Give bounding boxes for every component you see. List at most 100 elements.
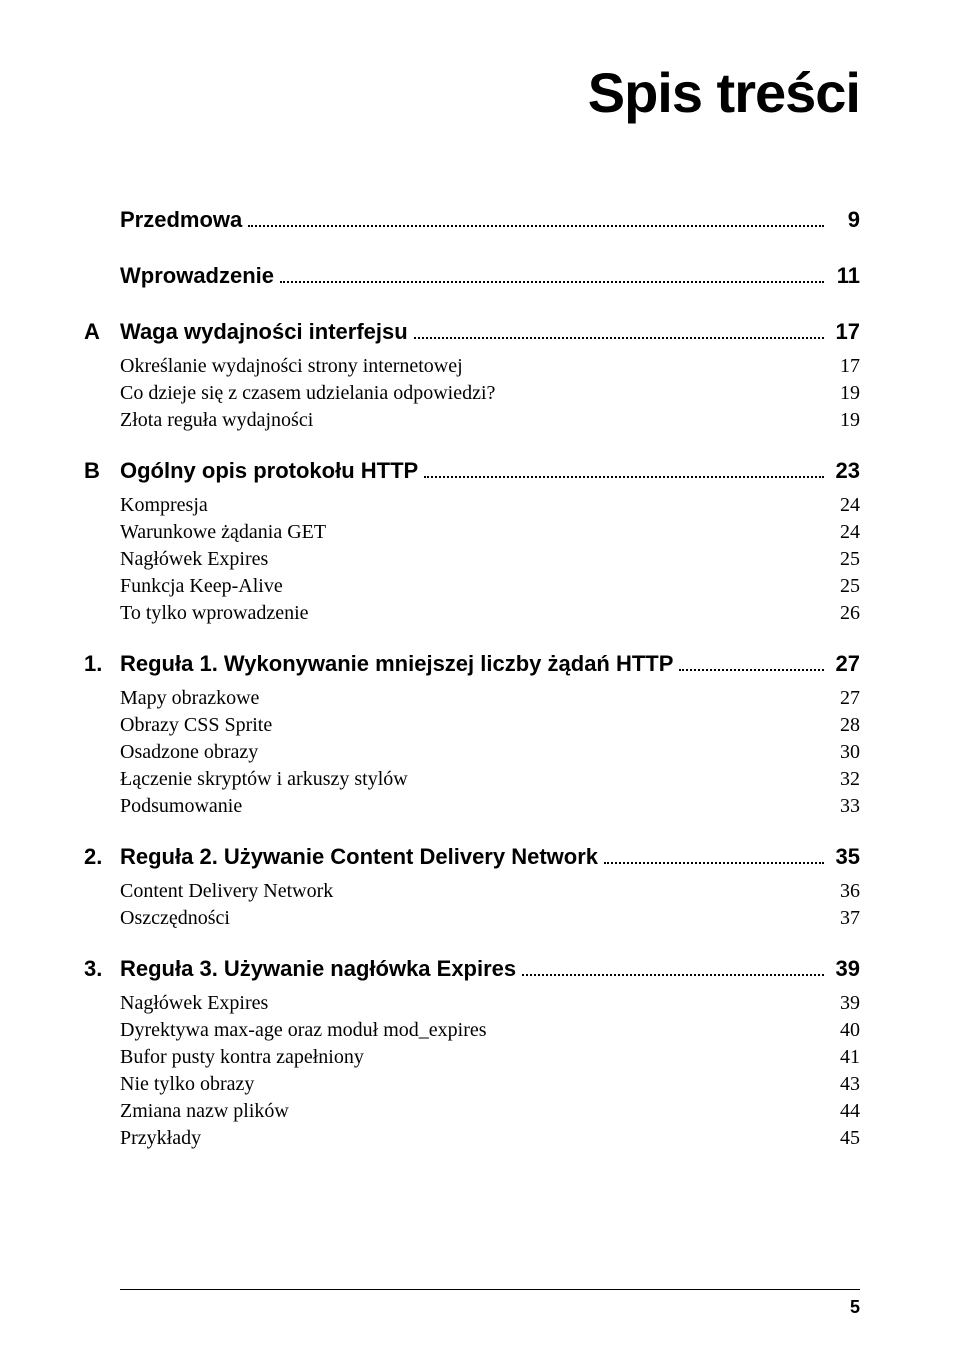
toc-label: Przedmowa	[120, 207, 242, 233]
toc-page: 17	[830, 355, 860, 378]
toc-label: Nagłówek Expires	[120, 548, 268, 571]
toc-label: Złota reguła wydajności	[120, 409, 313, 432]
toc-page: 25	[830, 548, 860, 571]
toc-page: 39	[830, 992, 860, 1015]
toc-label: Nie tylko obrazy	[120, 1073, 254, 1096]
toc-leader-dots	[522, 954, 824, 976]
toc-entry: Nie tylko obrazy 43	[120, 1073, 860, 1096]
toc-entry: 2.Reguła 2. Używanie Content Delivery Ne…	[84, 842, 860, 870]
toc-label: Ogólny opis protokołu HTTP	[120, 458, 418, 484]
toc-label: Wprowadzenie	[120, 263, 274, 289]
toc-page: 11	[830, 263, 860, 289]
table-of-contents: Przedmowa9Wprowadzenie11AWaga wydajności…	[120, 205, 860, 1150]
toc-page: 28	[830, 714, 860, 737]
toc-label: Content Delivery Network	[120, 880, 333, 903]
toc-page: 43	[830, 1073, 860, 1096]
toc-label: Bufor pusty kontra zapełniony	[120, 1046, 364, 1069]
toc-label: Podsumowanie	[120, 795, 242, 818]
toc-entry: Mapy obrazkowe 27	[120, 687, 860, 710]
toc-label: Określanie wydajności strony internetowe…	[120, 355, 463, 378]
toc-label: Oszczędności	[120, 907, 230, 930]
toc-leader-dots	[414, 317, 824, 339]
toc-entry: Zmiana nazw plików 44	[120, 1100, 860, 1123]
toc-leader-dots	[679, 649, 824, 671]
toc-label: Warunkowe żądania GET	[120, 521, 326, 544]
toc-label: Obrazy CSS Sprite	[120, 714, 272, 737]
toc-entry: 1.Reguła 1. Wykonywanie mniejszej liczby…	[84, 649, 860, 677]
toc-label: Kompresja	[120, 494, 208, 517]
toc-page: 23	[830, 458, 860, 484]
toc-page: 40	[830, 1019, 860, 1042]
toc-page: 37	[830, 907, 860, 930]
toc-leader-dots	[604, 842, 824, 864]
toc-page: 41	[830, 1046, 860, 1069]
toc-entry: AWaga wydajności interfejsu 17	[84, 317, 860, 345]
toc-entry: Łączenie skryptów i arkuszy stylów 32	[120, 768, 860, 791]
toc-entry: Kompresja 24	[120, 494, 860, 517]
toc-page: 26	[830, 602, 860, 625]
toc-leader-dots	[248, 205, 824, 227]
toc-page: 19	[830, 409, 860, 432]
toc-entry: Dyrektywa max-age oraz moduł mod_expires…	[120, 1019, 860, 1042]
toc-label: To tylko wprowadzenie	[120, 602, 309, 625]
toc-label: Przykłady	[120, 1127, 201, 1150]
toc-chapter-prefix: A	[84, 319, 120, 345]
toc-chapter-prefix: 2.	[84, 844, 120, 870]
toc-leader-dots	[424, 456, 824, 478]
toc-page: 30	[830, 741, 860, 764]
footer-rule	[120, 1289, 860, 1290]
toc-page: 19	[830, 382, 860, 405]
toc-page: 44	[830, 1100, 860, 1123]
toc-entry: Podsumowanie 33	[120, 795, 860, 818]
toc-page: 17	[830, 319, 860, 345]
toc-entry: BOgólny opis protokołu HTTP 23	[84, 456, 860, 484]
toc-label: Łączenie skryptów i arkuszy stylów	[120, 768, 408, 791]
toc-label: Zmiana nazw plików	[120, 1100, 289, 1123]
toc-label: Reguła 3. Używanie nagłówka Expires	[120, 956, 516, 982]
toc-leader-dots	[280, 261, 824, 283]
toc-page: 33	[830, 795, 860, 818]
toc-page: 39	[830, 956, 860, 982]
toc-page: 27	[830, 651, 860, 677]
toc-entry: Content Delivery Network 36	[120, 880, 860, 903]
toc-page: 9	[830, 207, 860, 233]
toc-entry: Osadzone obrazy 30	[120, 741, 860, 764]
toc-entry: Przykłady 45	[120, 1127, 860, 1150]
toc-entry: Bufor pusty kontra zapełniony 41	[120, 1046, 860, 1069]
toc-chapter-prefix: B	[84, 458, 120, 484]
toc-page: 45	[830, 1127, 860, 1150]
toc-entry: Warunkowe żądania GET 24	[120, 521, 860, 544]
toc-entry: Nagłówek Expires 25	[120, 548, 860, 571]
toc-entry: Funkcja Keep-Alive 25	[120, 575, 860, 598]
toc-entry: Wprowadzenie 11	[120, 261, 860, 289]
toc-label: Mapy obrazkowe	[120, 687, 259, 710]
toc-entry: 3.Reguła 3. Używanie nagłówka Expires 39	[84, 954, 860, 982]
toc-label: Co dzieje się z czasem udzielania odpowi…	[120, 382, 495, 405]
toc-chapter-prefix: 1.	[84, 651, 120, 677]
toc-entry: Złota reguła wydajności 19	[120, 409, 860, 432]
toc-label: Nagłówek Expires	[120, 992, 268, 1015]
toc-entry: To tylko wprowadzenie 26	[120, 602, 860, 625]
toc-chapter-prefix: 3.	[84, 956, 120, 982]
toc-page: 32	[830, 768, 860, 791]
toc-label: Reguła 2. Używanie Content Delivery Netw…	[120, 844, 598, 870]
toc-page: 27	[830, 687, 860, 710]
toc-label: Reguła 1. Wykonywanie mniejszej liczby ż…	[120, 651, 673, 677]
page-number: 5	[850, 1297, 860, 1318]
toc-page: 25	[830, 575, 860, 598]
toc-label: Funkcja Keep-Alive	[120, 575, 283, 598]
toc-page: 24	[830, 494, 860, 517]
toc-entry: Nagłówek Expires 39	[120, 992, 860, 1015]
toc-entry: Oszczędności 37	[120, 907, 860, 930]
toc-label: Waga wydajności interfejsu	[120, 319, 408, 345]
toc-page: 36	[830, 880, 860, 903]
toc-label: Osadzone obrazy	[120, 741, 258, 764]
toc-entry: Obrazy CSS Sprite 28	[120, 714, 860, 737]
toc-entry: Przedmowa 9	[120, 205, 860, 233]
page-title: Spis treści	[120, 60, 860, 125]
toc-page: 24	[830, 521, 860, 544]
toc-page: 35	[830, 844, 860, 870]
toc-label: Dyrektywa max-age oraz moduł mod_expires	[120, 1019, 487, 1042]
toc-entry: Określanie wydajności strony internetowe…	[120, 355, 860, 378]
toc-entry: Co dzieje się z czasem udzielania odpowi…	[120, 382, 860, 405]
